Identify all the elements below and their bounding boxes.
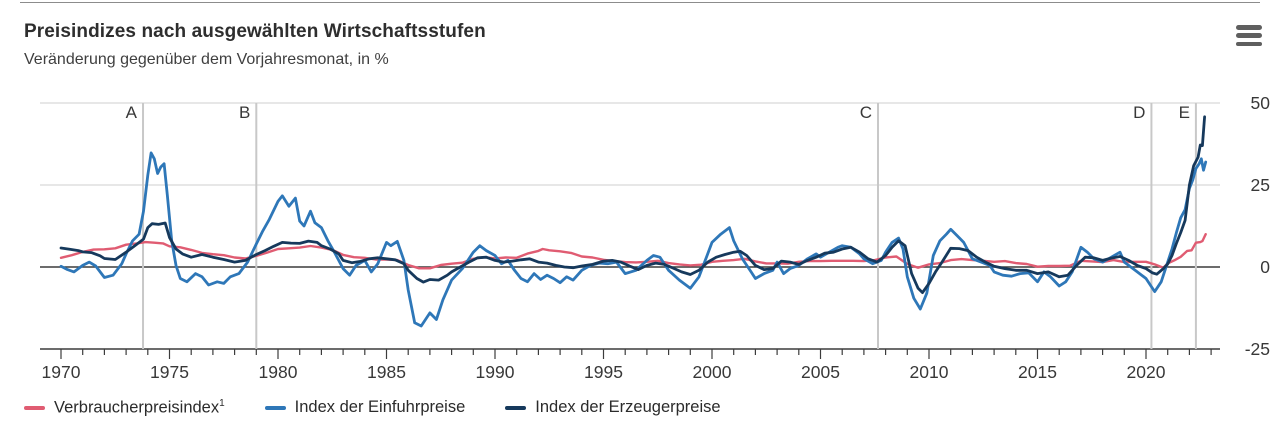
- x-tick-label-2020: 2020: [1127, 362, 1166, 382]
- y-tick-label-50: 50: [1251, 93, 1271, 113]
- page-subtitle: Veränderung gegenüber dem Vorjahresmonat…: [24, 51, 389, 68]
- legend-label: Index der Einfuhrpreise: [294, 398, 466, 417]
- x-tick-label-2010: 2010: [910, 362, 949, 382]
- hamburger-bar: [1236, 41, 1262, 46]
- hamburger-menu-icon[interactable]: [1236, 25, 1262, 46]
- series-line-producer-prices: [59, 115, 1206, 295]
- top-divider: [20, 2, 1260, 3]
- x-tick-label-2005: 2005: [801, 362, 840, 382]
- x-tick-label-1970: 1970: [42, 362, 81, 382]
- x-tick-label-1995: 1995: [584, 362, 623, 382]
- x-tick-label-1985: 1985: [367, 362, 406, 382]
- legend-item-erzeugerpreise: Index der Erzeugerpreise: [505, 398, 721, 417]
- series-line-cpi: [59, 232, 1207, 270]
- event-marker-label-E: E: [1179, 103, 1190, 122]
- y-tick-label--25: -25: [1245, 339, 1270, 359]
- x-tick-label-1980: 1980: [259, 362, 298, 382]
- y-tick-label-0: 0: [1260, 257, 1270, 277]
- x-tick-label-1990: 1990: [476, 362, 515, 382]
- hamburger-bar: [1236, 33, 1262, 38]
- event-marker-label-C: C: [860, 103, 872, 122]
- hamburger-bar: [1236, 25, 1262, 30]
- y-tick-label-25: 25: [1251, 175, 1270, 195]
- cpi-line-swatch-icon: [24, 406, 45, 410]
- event-marker-label-B: B: [239, 103, 250, 122]
- chart-legend: Verbraucherpreisindex1 Index der Einfuhr…: [24, 398, 761, 418]
- legend-label: Index der Erzeugerpreise: [535, 398, 721, 417]
- import-line-swatch-icon: [264, 406, 286, 410]
- event-marker-label-D: D: [1133, 103, 1145, 122]
- page-title: Preisindizes nach ausgewählten Wirtschaf…: [24, 21, 486, 42]
- event-marker-label-A: A: [126, 103, 138, 122]
- producer-line-swatch-icon: [505, 406, 527, 410]
- series-line-import-prices: [59, 151, 1208, 328]
- legend-item-einfuhrpreise: Index der Einfuhrpreise: [264, 398, 466, 417]
- legend-item-verbraucherpreisindex: Verbraucherpreisindex1: [24, 398, 225, 418]
- x-tick-label-1975: 1975: [150, 362, 189, 382]
- x-tick-label-2015: 2015: [1018, 362, 1057, 382]
- legend-label: Verbraucherpreisindex1: [54, 398, 225, 417]
- x-tick-label-2000: 2000: [693, 362, 732, 382]
